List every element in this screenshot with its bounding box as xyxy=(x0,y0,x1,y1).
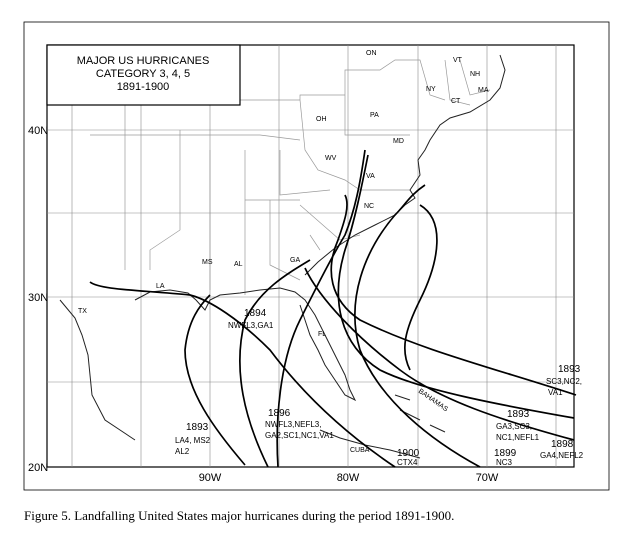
longitude-label: 90W xyxy=(199,472,222,484)
place-label: GA xyxy=(290,257,300,264)
title-line: MAJOR US HURRICANES xyxy=(77,55,210,67)
storm-impacts: GA2,SC1,NC1,VA1 xyxy=(265,431,334,440)
track-1900 xyxy=(89,281,396,468)
storm-year: 1898 xyxy=(551,439,574,450)
storm-impacts: NC1,NEFL1 xyxy=(496,433,540,442)
place-label: CUBA xyxy=(350,447,370,454)
storm-impacts: GA4,NEFL2 xyxy=(540,451,584,460)
storm-year: 1893 xyxy=(507,409,530,420)
place-label: NH xyxy=(470,71,480,78)
figure-frame xyxy=(23,21,610,491)
storm-year: 1893 xyxy=(558,364,581,375)
place-label: PA xyxy=(370,112,379,119)
storm-year: 1894 xyxy=(244,308,267,319)
storm-impacts: GA3,SC3, xyxy=(496,422,532,431)
track-1898 xyxy=(304,267,575,441)
place-label: AL xyxy=(234,261,243,268)
storm-year: 1900 xyxy=(397,448,420,459)
storm-impacts: LA4, MS2 xyxy=(175,436,211,445)
storm-year: 1899 xyxy=(494,448,517,459)
place-label: VA xyxy=(366,173,375,180)
track-1899-loop xyxy=(403,204,438,371)
place-label: CT xyxy=(451,98,461,105)
storm-impacts: NWFL3,GA1 xyxy=(228,321,274,330)
latitude-label: 30N xyxy=(28,292,48,304)
storm-impacts: NWFL3,NEFL3, xyxy=(265,420,321,429)
storm-impacts: CTX4 xyxy=(397,458,418,467)
caption: Figure 5. Landfalling United States majo… xyxy=(24,508,455,523)
place-label: MS xyxy=(202,259,213,266)
title-line: CATEGORY 3, 4, 5 xyxy=(96,68,190,80)
storm-impacts: VA1 xyxy=(548,388,563,397)
place-label: NY xyxy=(426,86,436,93)
tracks xyxy=(89,149,577,468)
longitude-label: 80W xyxy=(337,472,360,484)
storm-year: 1896 xyxy=(268,408,291,419)
latitude-label: 40N xyxy=(28,125,48,137)
track-1893-a xyxy=(330,194,577,396)
place-label: MD xyxy=(393,138,404,145)
title-box xyxy=(46,44,241,106)
place-label: LA xyxy=(156,283,165,290)
place-label: ON xyxy=(366,50,377,57)
latitude-label: 20N xyxy=(28,462,48,474)
storm-year: 1893 xyxy=(186,422,209,433)
state-borders xyxy=(47,59,491,295)
track-1896 xyxy=(276,149,366,468)
track-1893-c xyxy=(184,294,246,466)
track-1899 xyxy=(354,184,481,468)
storm-impacts: SC3,NC2, xyxy=(546,377,582,386)
place-label: NC xyxy=(364,203,374,210)
longitude-label: 70W xyxy=(476,472,499,484)
storm-impacts: NC3 xyxy=(496,458,513,467)
place-label: VT xyxy=(453,57,463,64)
place-label: FL xyxy=(318,331,326,338)
place-label: OH xyxy=(316,116,327,123)
place-label: WV xyxy=(325,155,337,162)
map xyxy=(46,44,577,468)
track-1893-b xyxy=(337,154,575,419)
track-1894 xyxy=(239,259,311,468)
storm-impacts: AL2 xyxy=(175,447,190,456)
place-label: TX xyxy=(78,308,87,315)
place-label: MA xyxy=(478,87,489,94)
title-line: 1891-1900 xyxy=(117,81,170,93)
